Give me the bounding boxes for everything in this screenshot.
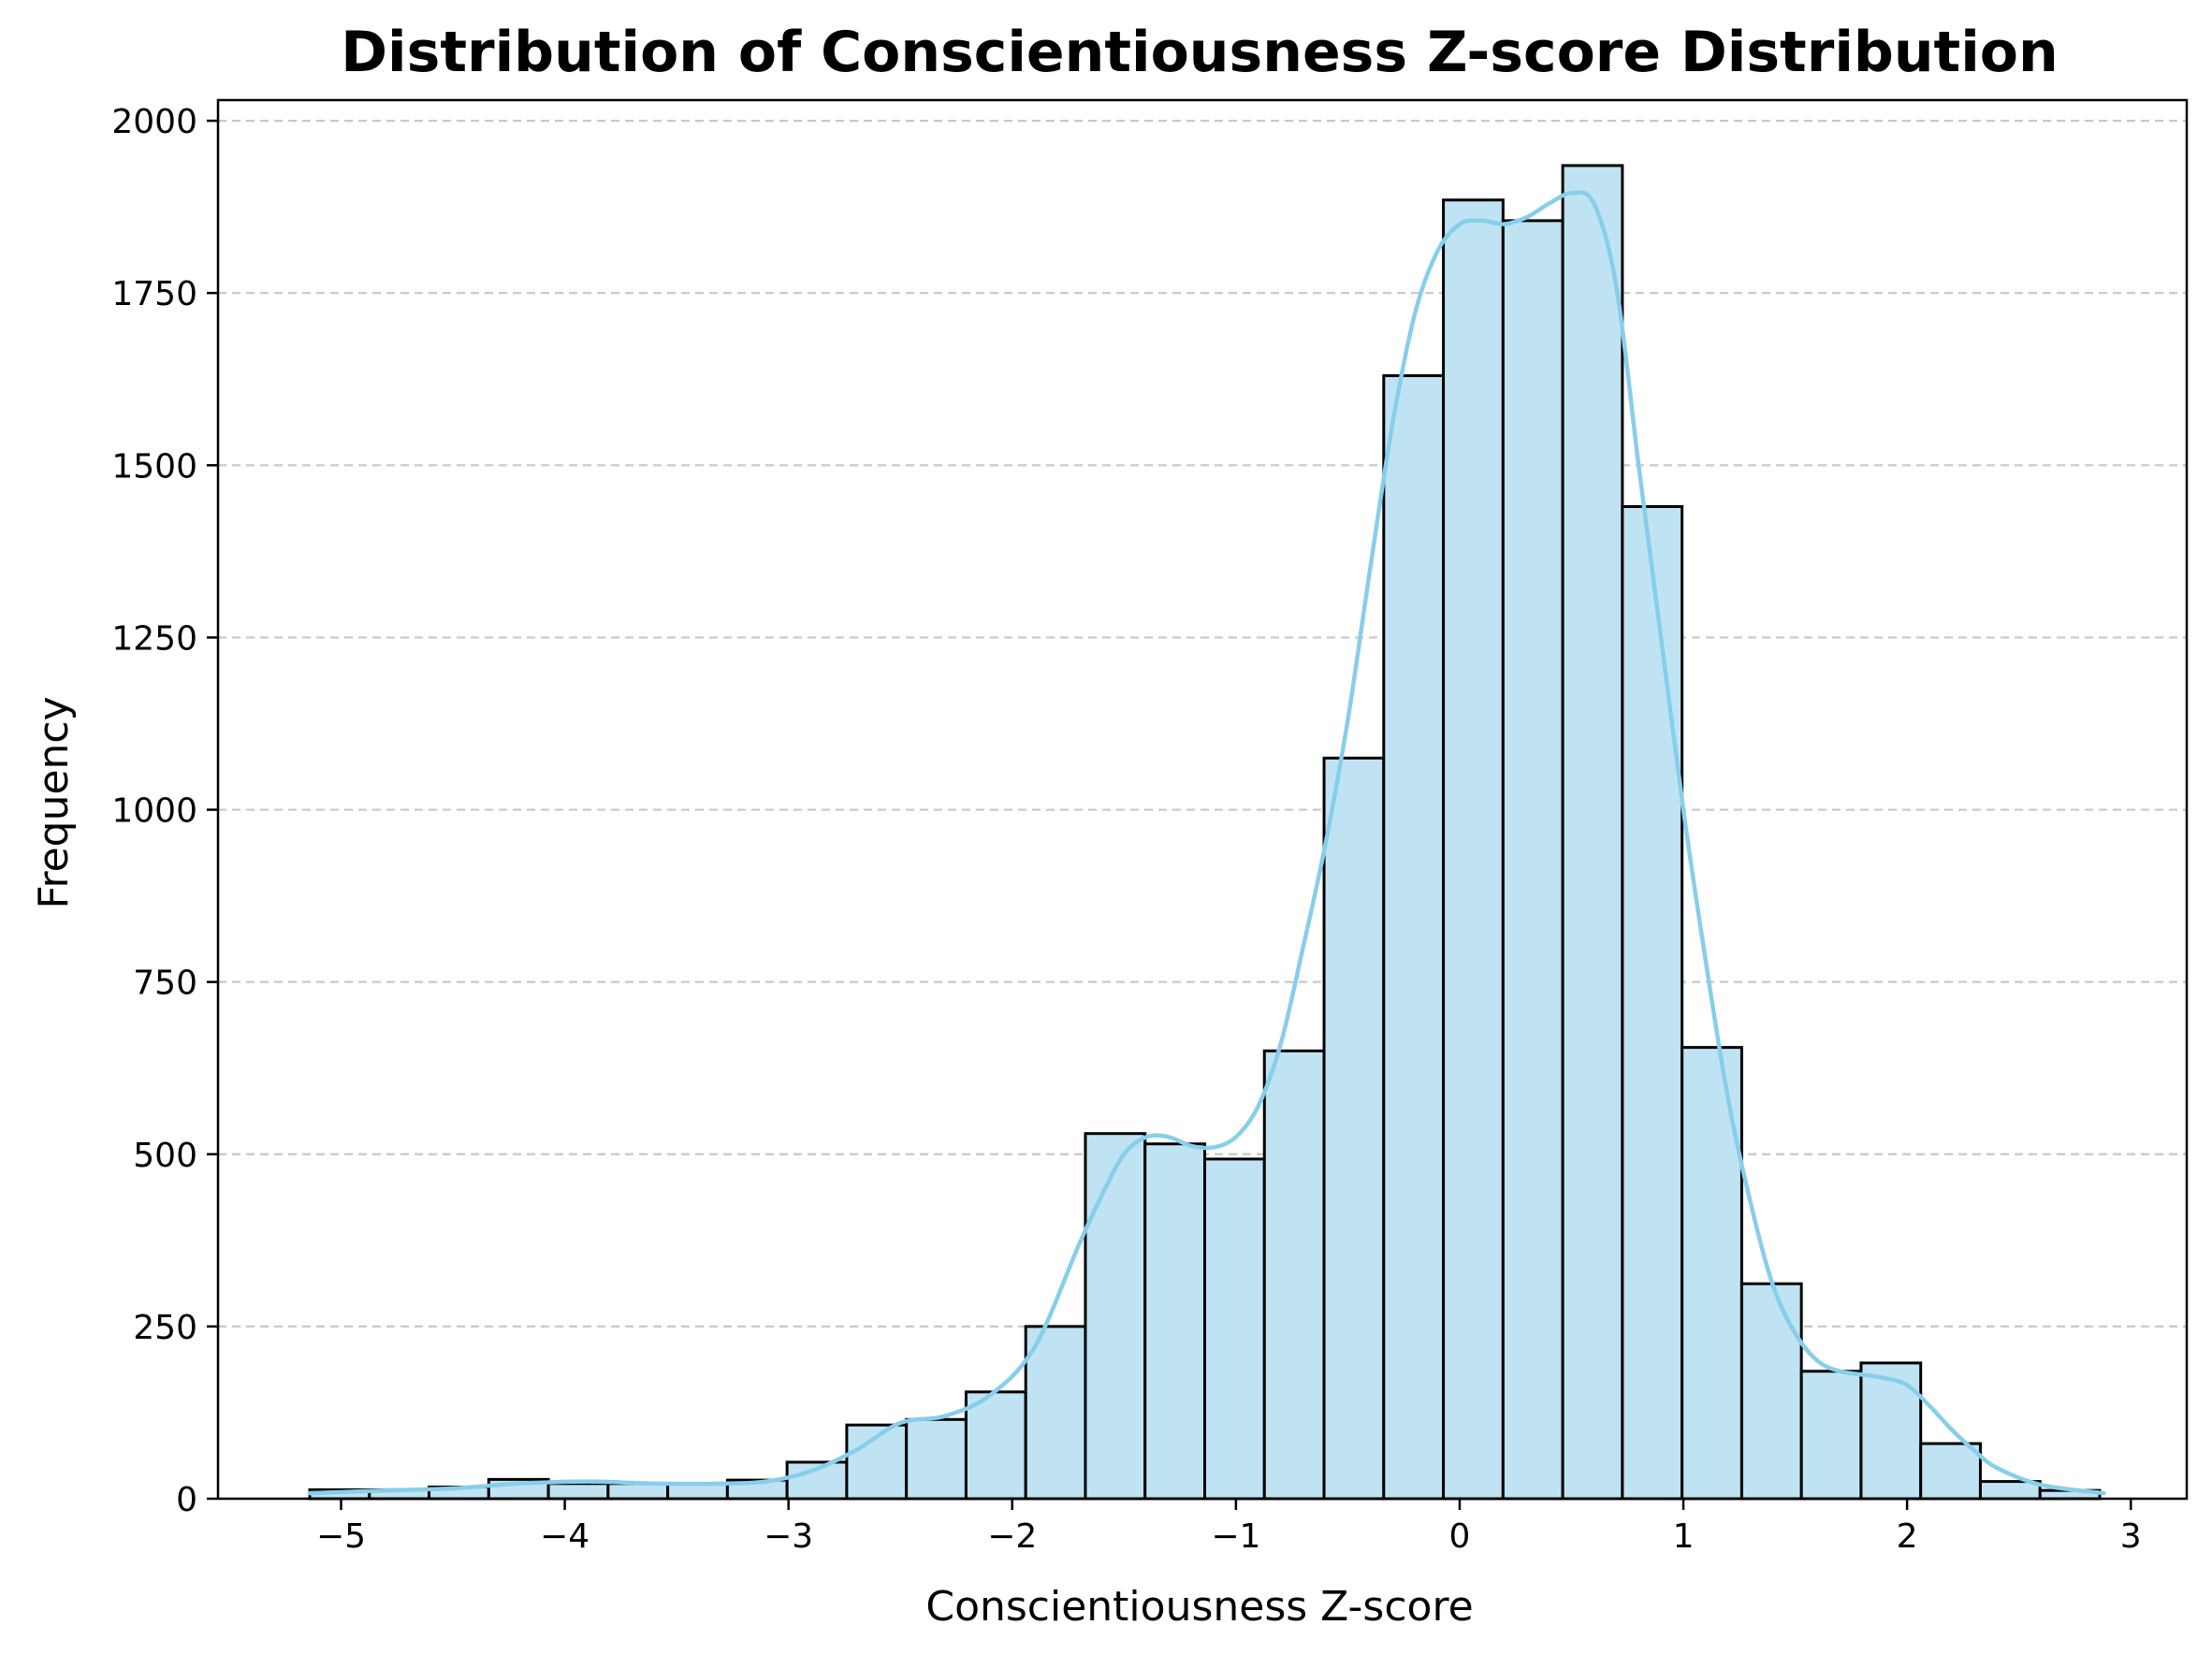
- y-tick-label: 1750: [111, 275, 197, 313]
- histogram-bar: [1143, 1142, 1207, 1501]
- histogram-bar: [1739, 1282, 1803, 1501]
- y-tick-label: 1500: [111, 447, 197, 486]
- kde-curve-group: [307, 190, 2106, 1496]
- x-tick-label: 0: [1449, 1517, 1471, 1556]
- histogram-bar: [1561, 164, 1624, 1501]
- histogram-bar: [1621, 505, 1684, 1501]
- y-tick-label: 750: [133, 965, 197, 1003]
- x-tick-label: 2: [1897, 1517, 1918, 1556]
- x-tick-label: 3: [2120, 1517, 2142, 1556]
- histogram-bar: [546, 1482, 610, 1501]
- x-tick-label: 1: [1673, 1517, 1695, 1556]
- y-axis-label: Frequency: [30, 696, 78, 908]
- chart-title: Distribution of Conscientiousness Z-scor…: [341, 20, 2059, 85]
- y-tick-label: 0: [176, 1481, 197, 1519]
- y-tick-label: 2000: [111, 103, 197, 141]
- x-tick-label: −5: [316, 1517, 366, 1556]
- histogram-bar: [964, 1390, 1027, 1501]
- histogram-bar: [1382, 374, 1446, 1501]
- axes-frame: [216, 98, 2189, 1501]
- histogram-bar: [1442, 198, 1505, 1501]
- y-tick-label: 500: [133, 1137, 197, 1175]
- y-tick-label: 250: [133, 1309, 197, 1347]
- histogram-bar: [1859, 1361, 1923, 1501]
- y-axis-ticks: 0 250 500 750 1000 1250 1500 1750 2000: [111, 103, 218, 1519]
- histogram-bar: [1919, 1442, 1982, 1501]
- histogram-bar: [1024, 1325, 1087, 1501]
- histogram-bars: [308, 164, 2102, 1501]
- x-tick-label: −3: [764, 1517, 813, 1556]
- histogram-bar: [606, 1482, 670, 1501]
- histogram-bar: [1501, 219, 1564, 1501]
- histogram-bar: [1084, 1132, 1147, 1501]
- histogram-bar: [1262, 1049, 1326, 1501]
- x-axis-label: Conscientiousness Z-score: [925, 1583, 1473, 1631]
- x-tick-label: −2: [987, 1517, 1037, 1556]
- x-tick-label: −1: [1211, 1517, 1260, 1556]
- histogram-bar: [905, 1417, 968, 1501]
- histogram-bar: [1322, 756, 1386, 1501]
- kde-line: [307, 190, 2106, 1496]
- x-axis-ticks: −5 −4 −3 −2 −1 0 1 2 3: [316, 1499, 2142, 1556]
- histogram-bar: [1799, 1370, 1863, 1501]
- y-tick-label: 1250: [111, 619, 197, 658]
- histogram-bar: [666, 1483, 729, 1501]
- y-tick-label: 1000: [111, 792, 197, 831]
- x-tick-label: −4: [540, 1517, 589, 1556]
- histogram-bar: [1203, 1157, 1266, 1501]
